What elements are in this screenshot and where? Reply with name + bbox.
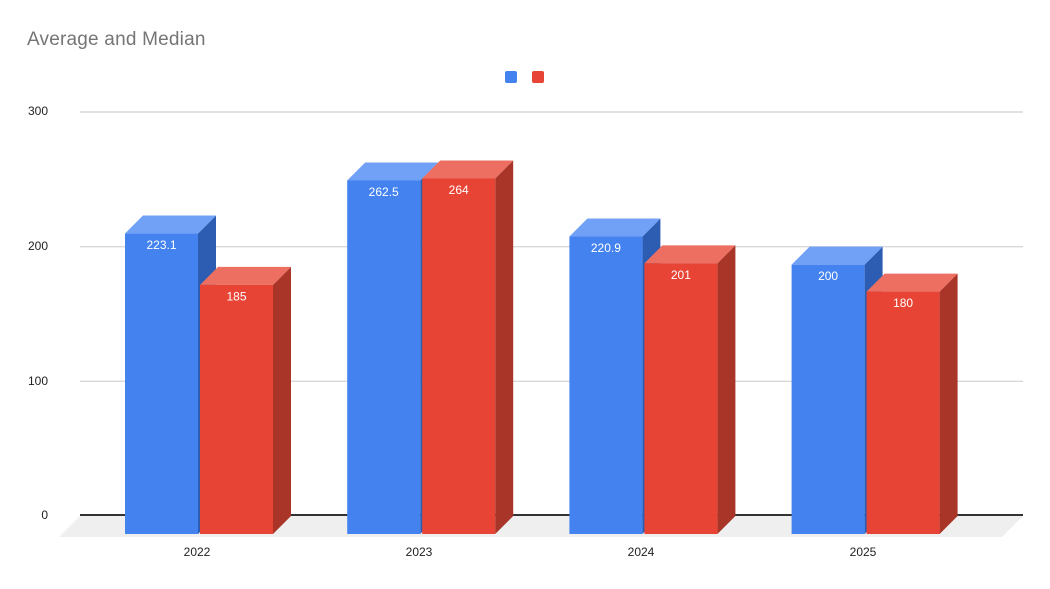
- bar-top-face: [125, 215, 216, 234]
- chart-floor: [59, 516, 1023, 537]
- bar-front-face: [422, 178, 496, 535]
- bar-top-face: [200, 266, 291, 285]
- bar-top-face: [866, 273, 958, 292]
- bar-side-face: [939, 273, 958, 534]
- legend-swatch-series-2[interactable]: [532, 71, 544, 83]
- x-axis-label-2022: 2022: [183, 545, 211, 559]
- bar-front-face: [569, 236, 643, 534]
- bar-2023-series-2[interactable]: 264: [422, 160, 514, 535]
- legend-swatch-series-1[interactable]: [505, 71, 517, 83]
- y-axis-tick-100: 100: [27, 374, 48, 388]
- bar-top-face: [422, 160, 514, 179]
- bar-value-label: 264: [449, 183, 469, 197]
- bar-side-face: [273, 266, 291, 534]
- bar-side-face: [495, 160, 514, 535]
- x-axis-label-2023: 2023: [405, 545, 433, 559]
- chart-title: Average and Median: [27, 29, 206, 50]
- bar-value-label: 200: [818, 269, 838, 283]
- y-axis-tick-300: 300: [27, 104, 48, 118]
- bar-front-face: [791, 264, 865, 534]
- bar-front-face: [866, 291, 940, 534]
- bar-top-face: [347, 162, 439, 181]
- bar-value-label: 220.9: [591, 241, 621, 255]
- bar-top-face: [791, 246, 883, 265]
- bar-top-face: [644, 245, 736, 264]
- bar-2024-series-2[interactable]: 201: [644, 245, 736, 534]
- y-axis-tick-200: 200: [27, 239, 48, 253]
- bar-front-face: [347, 180, 421, 534]
- bar-value-label: 262.5: [369, 185, 399, 199]
- bar-2022-series-2[interactable]: 185: [200, 266, 291, 534]
- bar-value-label: 201: [671, 268, 691, 282]
- bar-front-face: [125, 233, 198, 535]
- bar-top-face: [569, 218, 661, 237]
- x-axis-label-2024: 2024: [627, 545, 655, 559]
- y-axis-tick-0: 0: [41, 508, 48, 522]
- bar-front-face: [644, 263, 718, 534]
- bar-front-face: [200, 284, 273, 534]
- bar-value-label: 185: [226, 289, 246, 303]
- bar-2025-series-2[interactable]: 180: [866, 273, 958, 534]
- bar-value-label: 180: [893, 296, 913, 310]
- bar-value-label: 223.1: [146, 238, 176, 252]
- bar-side-face: [717, 245, 736, 534]
- x-axis-label-2025: 2025: [849, 545, 877, 559]
